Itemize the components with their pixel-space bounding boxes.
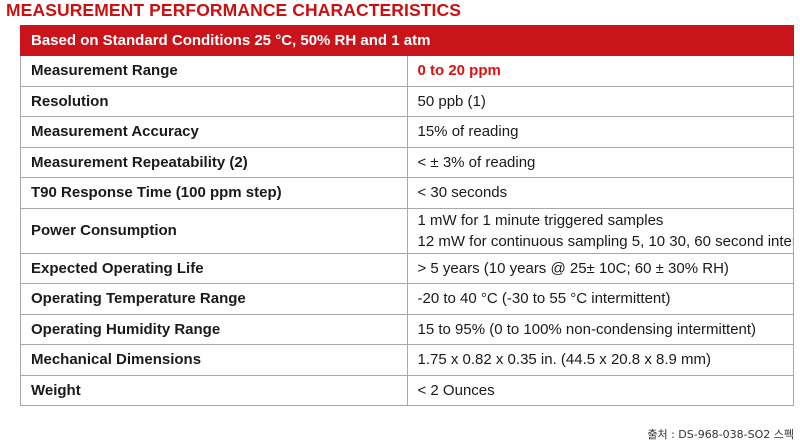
spec-value-line: 0 to 20 ppm [417,62,501,80]
spec-value: 1 mW for 1 minute triggered samples 12 mW… [406,207,794,254]
spec-label: Power Consumption [20,207,408,254]
table-row: Operating Temperature Range -20 to 40 °C … [20,283,794,315]
spec-table: Based on Standard Conditions 25 °C, 50% … [20,25,794,406]
spec-value: -20 to 40 °C (-30 to 55 °C intermittent) [406,283,794,315]
spec-label: Measurement Range [20,55,408,87]
table-header: Based on Standard Conditions 25 °C, 50% … [20,25,794,56]
table-row: Mechanical Dimensions 1.75 x 0.82 x 0.35 … [20,344,794,376]
spec-value: 15 to 95% (0 to 100% non-condensing inte… [406,313,794,345]
table-row: Measurement Range 0 to 20 ppm [20,55,794,87]
table-row: Measurement Accuracy 15% of reading [20,116,794,148]
spec-value-line: < 30 seconds [417,184,508,202]
spec-value-line: 1.75 x 0.82 x 0.35 in. (44.5 x 20.8 x 8.… [417,351,712,369]
spec-label: Measurement Repeatability (2) [20,146,408,178]
spec-label: Resolution [20,85,408,117]
spec-value: < 2 Ounces [406,374,794,406]
spec-value-line: -20 to 40 °C (-30 to 55 °C intermittent) [417,290,671,308]
spec-value-line: > 5 years (10 years @ 25± 10C; 60 ± 30% … [417,259,729,277]
table-row: T90 Response Time (100 ppm step) < 30 sec… [20,177,794,209]
table-row: Expected Operating Life > 5 years (10 yea… [20,252,794,284]
spec-label: Expected Operating Life [20,252,408,284]
spec-value-line: < 2 Ounces [417,381,495,399]
spec-value: < ± 3% of reading [406,146,794,178]
table-row: Resolution 50 ppb (1) [20,85,794,117]
spec-label: Mechanical Dimensions [20,344,408,376]
spec-value-line: 1 mW for 1 minute triggered samples [417,211,664,229]
table-row: Measurement Repeatability (2) < ± 3% of r… [20,146,794,178]
section-title: MEASUREMENT PERFORMANCE CHARACTERISTICS [6,0,462,20]
spec-value-line: 50 ppb (1) [417,92,486,110]
spec-value: 15% of reading [406,116,794,148]
source-caption: 출처 : DS-968-038-SO2 스펙 [647,428,794,441]
spec-value-line: 12 mW for continuous sampling 5, 10 30, … [417,232,794,250]
spec-value: 50 ppb (1) [406,85,794,117]
spec-value: 0 to 20 ppm [406,55,794,87]
spec-value-line: 15 to 95% (0 to 100% non-condensing inte… [417,320,757,338]
table-row: Power Consumption 1 mW for 1 minute trigg… [20,207,794,254]
spec-value: < 30 seconds [406,177,794,209]
spec-label: T90 Response Time (100 ppm step) [20,177,408,209]
spec-label: Operating Temperature Range [20,283,408,315]
spec-label: Measurement Accuracy [20,116,408,148]
spec-value-line: 15% of reading [417,123,519,141]
spec-value: > 5 years (10 years @ 25± 10C; 60 ± 30% … [406,252,794,284]
table-row: Weight < 2 Ounces [20,374,794,406]
table-header-row: Based on Standard Conditions 25 °C, 50% … [20,25,794,56]
spec-value-line: < ± 3% of reading [417,153,536,171]
spec-value: 1.75 x 0.82 x 0.35 in. (44.5 x 20.8 x 8.… [406,344,794,376]
table-row: Operating Humidity Range 15 to 95% (0 to … [20,313,794,345]
spec-label: Weight [20,374,408,406]
spec-label: Operating Humidity Range [20,313,408,345]
